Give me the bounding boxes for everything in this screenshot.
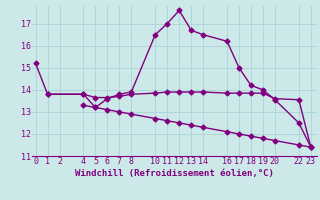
X-axis label: Windchill (Refroidissement éolien,°C): Windchill (Refroidissement éolien,°C): [75, 169, 274, 178]
